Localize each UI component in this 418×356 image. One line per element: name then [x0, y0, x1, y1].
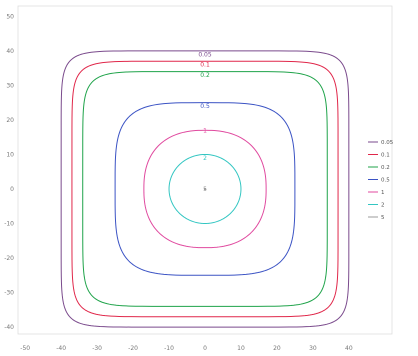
legend-label-0.05: 0.05	[381, 140, 394, 146]
y-tick-label: 20	[6, 117, 14, 124]
contour-label-0.05: 0.05	[198, 51, 212, 58]
contour-line-0.1	[71, 60, 339, 318]
y-tick-label: -20	[4, 255, 14, 262]
contour-line-0.05	[60, 50, 350, 328]
contour-label-2: 2	[203, 155, 207, 162]
legend: 0.05 0.1 0.2 0.5 1 2 5	[368, 140, 394, 221]
legend-label-1: 1	[381, 190, 385, 196]
y-tick-layer: 50 40 30 20 10 0 -10 -20 -30 -40	[4, 13, 14, 331]
y-tick-label: 30	[6, 82, 14, 89]
x-tick-label: -50	[20, 345, 30, 352]
series-layer	[60, 50, 350, 328]
x-tick-label: 10	[237, 345, 245, 352]
y-tick-label: -30	[4, 290, 14, 297]
contour-label-0.1: 0.1	[200, 62, 210, 69]
contour-label-layer: 0.05 0.1 0.2 0.5 1 2 5	[198, 51, 212, 193]
contour-label-1: 1	[203, 127, 207, 134]
legend-label-0.5: 0.5	[381, 178, 390, 184]
contour-label-5: 5	[203, 186, 207, 193]
plot-frame	[17, 5, 393, 335]
legend-label-5: 5	[381, 215, 385, 221]
y-tick-label: -40	[4, 324, 14, 331]
y-tick-label: -10	[4, 221, 14, 228]
x-tick-label: 0	[203, 345, 207, 352]
x-tick-layer: -50 -40 -30 -20 -10 0 10 20 30 40	[20, 345, 353, 352]
x-tick-label: -20	[128, 345, 138, 352]
y-tick-label: 40	[6, 48, 14, 55]
legend-label-2: 2	[381, 203, 385, 209]
legend-label-0.1: 0.1	[381, 153, 390, 159]
y-tick-label: 0	[10, 186, 14, 193]
contour-label-0.5: 0.5	[200, 103, 210, 110]
contour-line-2	[168, 153, 242, 225]
contour-label-0.2: 0.2	[200, 72, 210, 79]
contour-line-0.5	[114, 102, 296, 276]
contour-line-1	[143, 129, 267, 249]
x-tick-label: -10	[164, 345, 174, 352]
y-tick-label: 10	[6, 151, 14, 158]
legend-label-0.2: 0.2	[381, 165, 390, 171]
contour-line-5	[203, 187, 207, 191]
x-tick-label: 30	[309, 345, 317, 352]
x-tick-label: -30	[92, 345, 102, 352]
y-tick-label: 50	[6, 13, 14, 20]
contour-line-0.2	[82, 71, 328, 307]
x-tick-label: 40	[345, 345, 353, 352]
x-tick-label: 20	[273, 345, 281, 352]
x-tick-label: -40	[56, 345, 66, 352]
